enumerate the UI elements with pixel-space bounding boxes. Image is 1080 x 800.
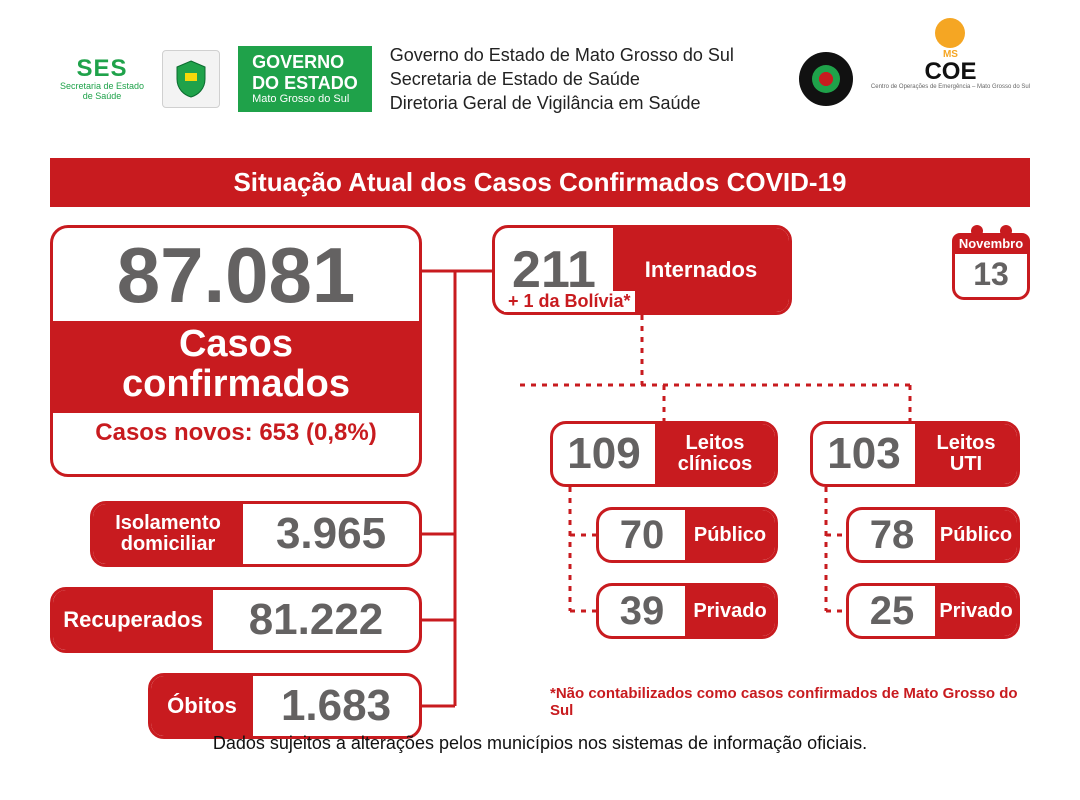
header-right: MS COE Centro de Operações de Emergência…	[799, 18, 1030, 140]
coe-sun-icon	[935, 18, 965, 48]
ses-sub2: de Saúde	[60, 92, 144, 102]
lu-pri-value: 25	[849, 586, 935, 636]
lc-publico-box: 70 Público	[596, 507, 778, 563]
lc-pub-label: Público	[685, 510, 775, 560]
calendar-icon: Novembro 13	[952, 225, 1030, 300]
title-l2: Secretaria de Estado de Saúde	[390, 67, 734, 91]
lc-privado-box: 39 Privado	[596, 583, 778, 639]
obitos-box: Óbitos 1.683	[148, 673, 422, 739]
recup-label: Recuperados	[53, 590, 213, 650]
lc-pub-value: 70	[599, 510, 685, 560]
lc-value: 109	[553, 424, 655, 484]
lu-value: 103	[813, 424, 915, 484]
coe-text: COE	[871, 60, 1030, 84]
title-l1: Governo do Estado de Mato Grosso do Sul	[390, 43, 734, 67]
obitos-label: Óbitos	[151, 676, 253, 736]
isol-label: Isolamentodomiciliar	[93, 504, 243, 564]
leitos-clinicos-box: 109 Leitosclínicos	[550, 421, 778, 487]
gov-l3: Mato Grosso do Sul	[252, 93, 358, 106]
calendar-day: 13	[952, 254, 1030, 300]
recup-value: 81.222	[213, 590, 419, 650]
ses-abbr: SES	[60, 56, 144, 82]
intern-note: + 1 da Bolívia*	[504, 291, 635, 312]
governo-box: GOVERNO DO ESTADO Mato Grosso do Sul	[238, 46, 372, 112]
isol-value: 3.965	[243, 504, 419, 564]
lu-pub-value: 78	[849, 510, 935, 560]
calendar-month: Novembro	[952, 233, 1030, 254]
vigilancia-badge-icon	[799, 52, 853, 106]
infographic-canvas: 87.081 Casos confirmados Casos novos: 65…	[50, 225, 1030, 795]
lu-pub-label: Público	[935, 510, 1017, 560]
header-titles: Governo do Estado de Mato Grosso do Sul …	[390, 43, 734, 116]
casos-novos: Casos novos: 653 (0,8%)	[53, 413, 419, 453]
gov-l1: GOVERNO	[252, 52, 358, 73]
recuperados-box: Recuperados 81.222	[50, 587, 422, 653]
header: SES Secretaria de Estado de Saúde GOVERN…	[0, 0, 1080, 148]
title-bar: Situação Atual dos Casos Confirmados COV…	[50, 158, 1030, 207]
state-crest-icon	[162, 50, 220, 108]
casos-label: Casos confirmados	[53, 321, 419, 413]
lc-label: Leitosclínicos	[655, 424, 775, 484]
obitos-value: 1.683	[253, 676, 419, 736]
lu-privado-box: 25 Privado	[846, 583, 1020, 639]
isolamento-box: Isolamentodomiciliar 3.965	[90, 501, 422, 567]
ses-logo: SES Secretaria de Estado de Saúde	[60, 56, 144, 102]
lu-pri-label: Privado	[935, 586, 1017, 636]
coe-sub: Centro de Operações de Emergência – Mato…	[871, 84, 1030, 140]
casos-value: 87.081	[53, 228, 419, 321]
coe-badge: MS COE Centro de Operações de Emergência…	[871, 18, 1030, 140]
lu-label: LeitosUTI	[915, 424, 1017, 484]
footnote: *Não contabilizados como casos confirmad…	[550, 685, 1030, 719]
gov-l2: DO ESTADO	[252, 73, 358, 94]
leitos-uti-box: 103 LeitosUTI	[810, 421, 1020, 487]
lu-publico-box: 78 Público	[846, 507, 1020, 563]
title-l3: Diretoria Geral de Vigilância em Saúde	[390, 91, 734, 115]
casos-confirmados-box: 87.081 Casos confirmados Casos novos: 65…	[50, 225, 422, 477]
lc-pri-label: Privado	[685, 586, 775, 636]
lc-pri-value: 39	[599, 586, 685, 636]
disclaimer: Dados sujeitos a alterações pelos municí…	[50, 733, 1030, 754]
intern-label: Internados	[613, 228, 789, 312]
